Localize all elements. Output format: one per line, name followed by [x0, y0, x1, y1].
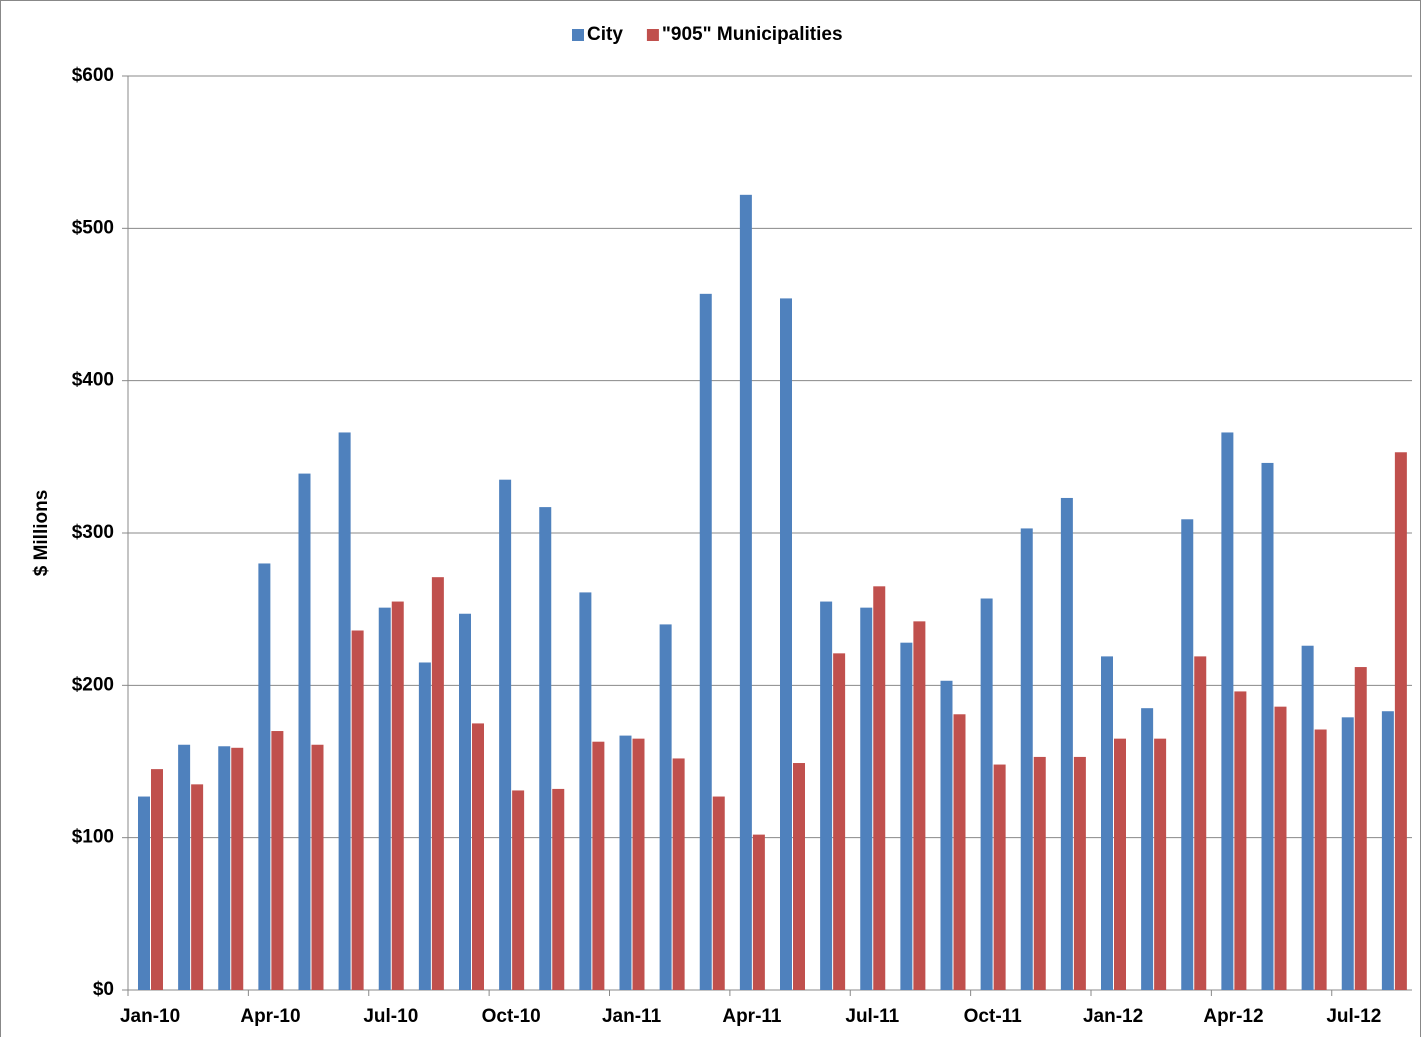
- x-tick-label: Jan-11: [602, 1006, 662, 1027]
- x-tick-label: Apr-11: [722, 1006, 782, 1027]
- x-tick-label: Apr-10: [240, 1006, 300, 1027]
- bar: [391, 601, 404, 990]
- bar: [752, 834, 765, 990]
- bar: [699, 293, 712, 990]
- bar: [1060, 497, 1073, 990]
- y-tick-label: $0: [93, 979, 114, 1000]
- x-tick-label: Jan-12: [1083, 1006, 1143, 1027]
- bar: [1394, 452, 1407, 991]
- y-tick-label: $200: [72, 674, 114, 695]
- bar: [940, 680, 953, 990]
- bar: [191, 784, 204, 990]
- bar: [833, 653, 846, 990]
- bar: [218, 746, 231, 990]
- bar: [552, 788, 565, 990]
- bar: [378, 607, 391, 990]
- y-tick-label: $600: [72, 65, 114, 86]
- bar: [913, 621, 926, 990]
- bar: [1114, 738, 1126, 990]
- bar: [860, 607, 873, 990]
- bar: [659, 624, 672, 990]
- bar: [271, 731, 284, 990]
- bar: [298, 473, 311, 991]
- bar: [672, 758, 685, 990]
- bar: [1314, 729, 1327, 990]
- x-tick-label: Jul-10: [363, 1006, 418, 1027]
- bar: [1101, 656, 1113, 990]
- bar: [1181, 519, 1194, 990]
- bar: [980, 598, 993, 990]
- x-tick-label: Jul-11: [845, 1006, 899, 1027]
- legend-label: City: [587, 24, 623, 45]
- bar: [1073, 756, 1086, 990]
- bar: [619, 735, 632, 990]
- bar: [632, 738, 645, 990]
- bar: [459, 613, 471, 990]
- bar: [1154, 738, 1167, 990]
- x-tick-label: Jul-12: [1326, 1006, 1381, 1027]
- bar: [1221, 432, 1234, 991]
- bar: [1141, 708, 1154, 990]
- bar: [1341, 717, 1354, 990]
- bar: [1033, 756, 1046, 990]
- bar: [311, 744, 324, 990]
- x-tick-label: Oct-11: [964, 1006, 1023, 1027]
- bar: [900, 642, 913, 990]
- bar: [338, 432, 351, 991]
- bar: [873, 586, 886, 990]
- legend-label: "905" Municipalities: [662, 24, 843, 45]
- bar: [1381, 711, 1394, 990]
- bar: [993, 764, 1006, 990]
- bar: [231, 747, 244, 990]
- x-tick-label: Apr-12: [1203, 1006, 1263, 1027]
- y-axis-title: $ Millions: [31, 490, 52, 577]
- bar: [539, 507, 552, 990]
- bar: [820, 601, 833, 990]
- y-tick-label: $300: [72, 522, 114, 543]
- bar: [1261, 462, 1274, 991]
- bar: [1020, 528, 1033, 990]
- bar: [1194, 656, 1207, 990]
- bar: [472, 723, 484, 990]
- bar: [712, 796, 725, 990]
- bar: [592, 741, 605, 990]
- bar: [418, 662, 431, 990]
- bar: [512, 790, 525, 990]
- bar: [351, 630, 364, 990]
- bar: [1274, 706, 1287, 990]
- bar: [739, 194, 752, 990]
- y-tick-label: $500: [72, 217, 114, 238]
- bar: [138, 796, 150, 990]
- legend-swatch: [646, 29, 659, 41]
- bar: [151, 769, 163, 990]
- bar: [499, 479, 512, 990]
- bar: [780, 298, 792, 990]
- bar: [793, 763, 805, 990]
- bar: [431, 577, 444, 990]
- bar: [1301, 645, 1314, 990]
- legend-swatch: [572, 29, 584, 41]
- bar: [1234, 691, 1247, 990]
- bar: [1354, 667, 1367, 990]
- y-tick-label: $400: [72, 370, 114, 391]
- bar: [178, 744, 191, 990]
- bar: [953, 714, 966, 990]
- bar: [258, 563, 271, 990]
- bar: [579, 592, 592, 990]
- x-tick-label: Jan-10: [120, 1006, 180, 1027]
- x-tick-label: Oct-10: [482, 1006, 541, 1027]
- y-tick-label: $100: [72, 827, 114, 848]
